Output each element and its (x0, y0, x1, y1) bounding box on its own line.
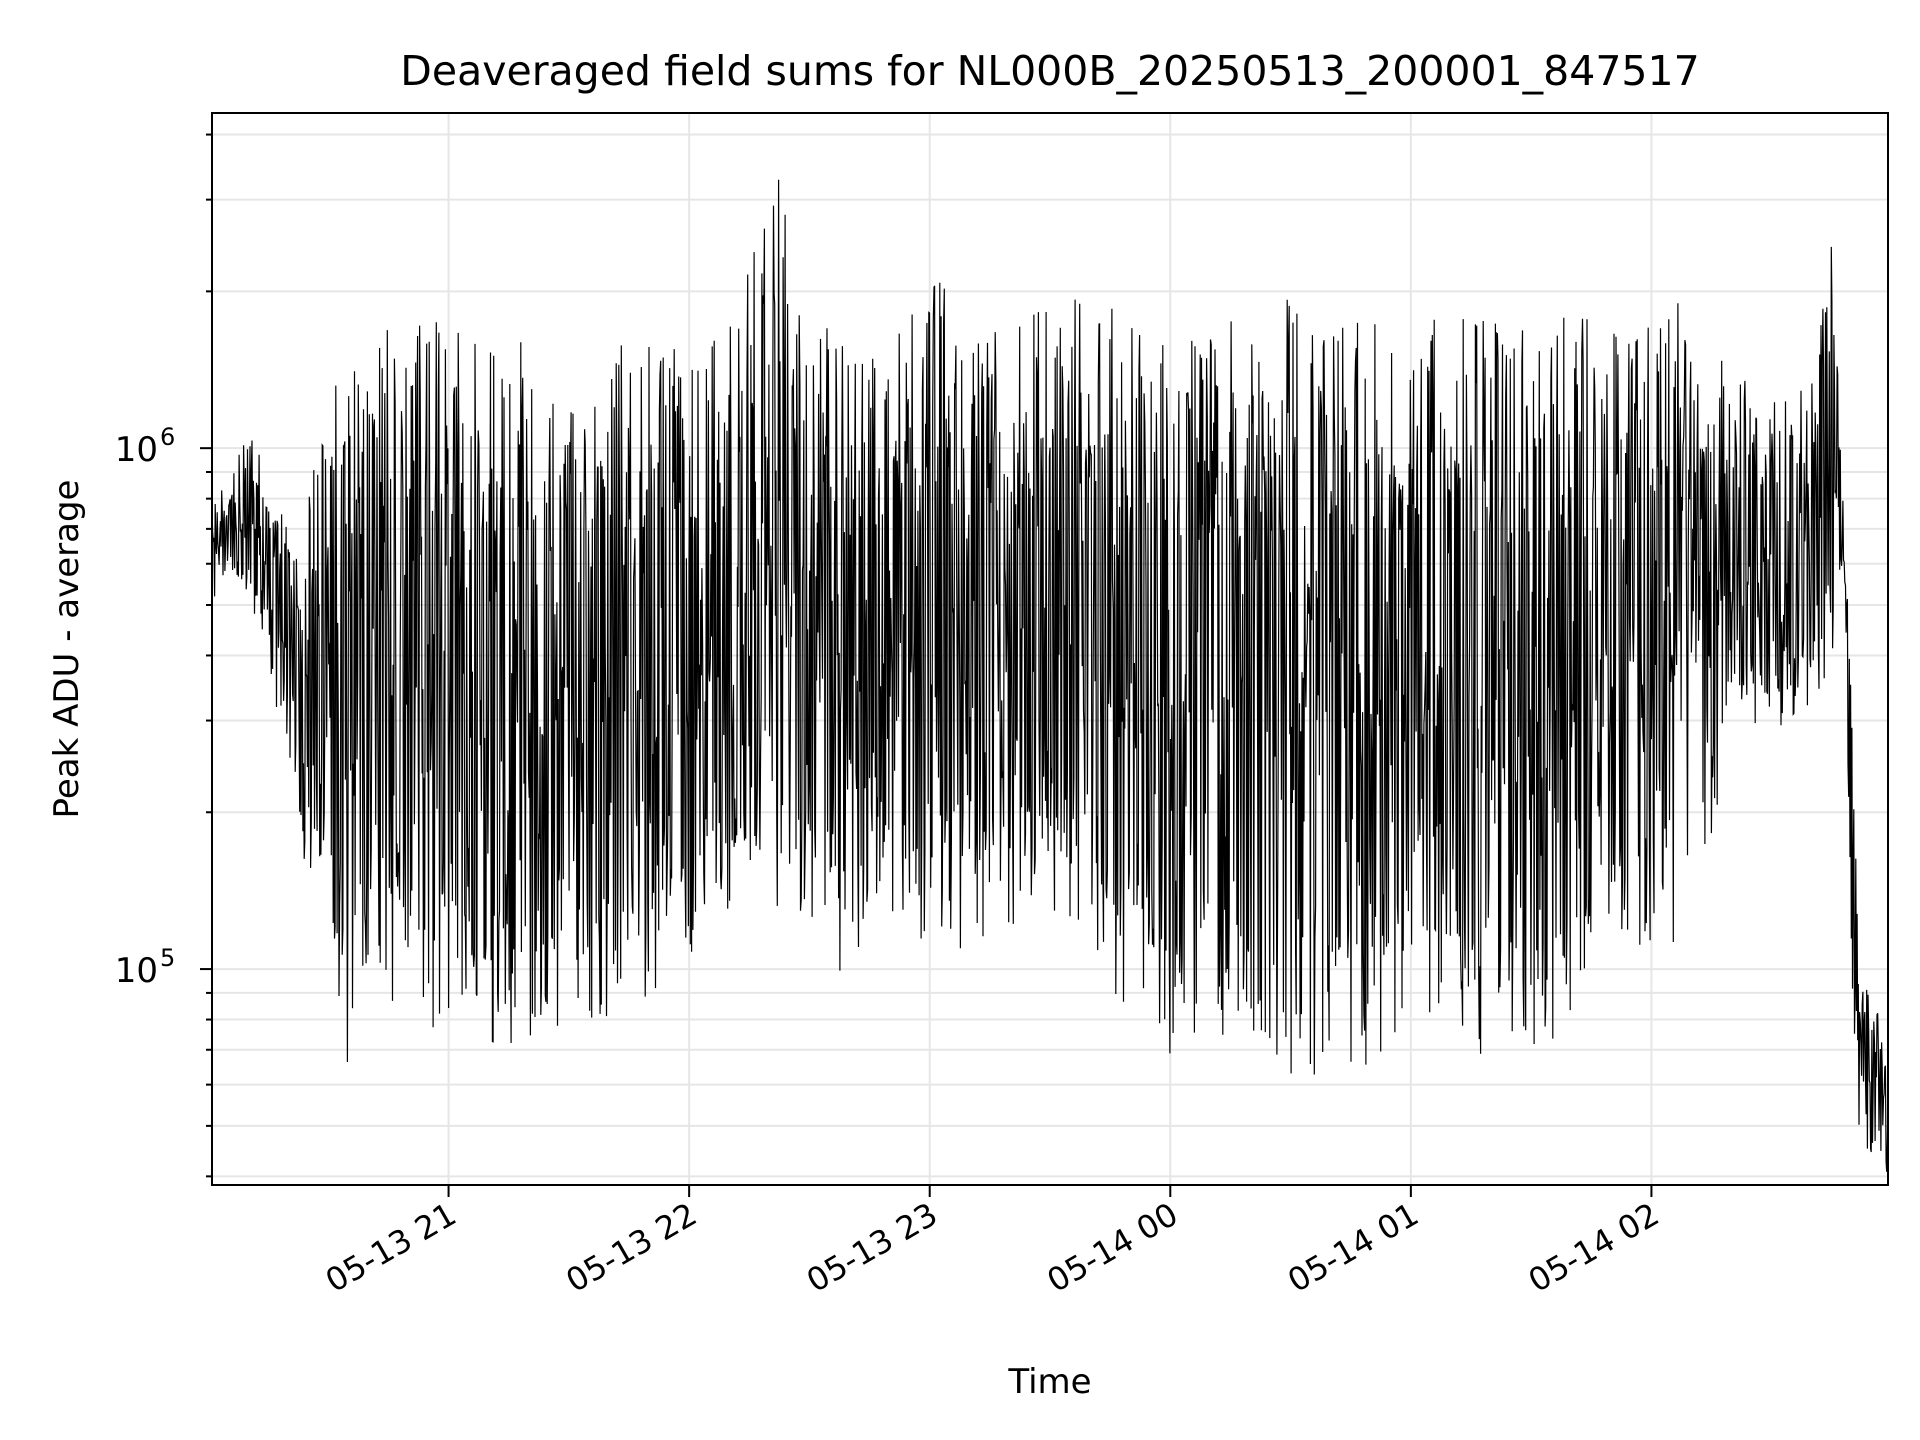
chart-title: Deaveraged field sums for NL000B_2025051… (400, 47, 1699, 95)
y-tick-label-base: 10 (115, 430, 158, 470)
y-tick-label-exponent: 5 (160, 944, 175, 972)
x-axis-label: Time (1007, 1362, 1091, 1402)
plot-frame (211, 112, 1889, 1186)
y-tick-label-base: 10 (115, 951, 158, 991)
series-path (211, 179, 1889, 1172)
y-axis-label: Peak ADU - average (47, 480, 87, 819)
series-line (211, 179, 1889, 1172)
y-tick-label-exponent: 6 (160, 423, 175, 451)
